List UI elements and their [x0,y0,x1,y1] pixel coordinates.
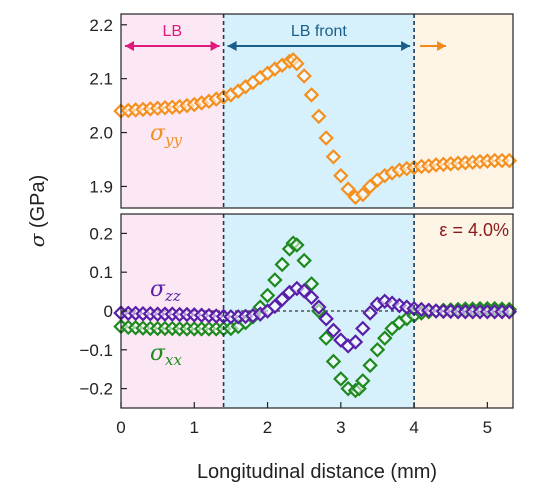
y-axis-label: σ (GPa) [25,175,49,248]
sigma-xx-point [318,330,334,346]
sigma-xx-point [296,252,312,269]
sigma-yy-point [325,149,342,165]
x-tick-label: 2 [263,418,272,437]
region-arrow-head [437,41,447,51]
sigma-xx-point [259,287,276,304]
sigma-yy-point [340,181,356,197]
top-panel-y-ticks: 1.9 2.0 2.1 2.2 [89,16,127,196]
sigma-xx-point [377,330,393,346]
series-label-sigma-zz-main: σ [150,277,166,302]
y-axis-label-unit: (GPa) [27,175,49,234]
region-label-lb: LB [163,23,183,40]
sigma-zz-point [362,305,378,321]
bottom-panel-x-ticks: 0 1 2 3 4 5 [116,402,492,437]
sigma-xx-point [355,373,371,389]
x-tick-label: 1 [190,418,199,437]
region-arrow-head [125,41,134,51]
series-label-sigma-xx-sub: xx [165,351,182,369]
bottom-panel-markers-sigma-zz [113,280,518,354]
y-tick-label: 2.2 [89,16,113,35]
top-region-2 [414,14,513,208]
x-axis-label: Longitudinal distance (mm) [197,461,437,483]
sigma-zz-point [325,322,342,339]
top-panel: 1.9 2.0 2.1 2.2 LB LB front σyy [89,13,518,209]
top-panel-boundaries [222,14,415,208]
sigma-zz-point [267,298,283,315]
y-axis-label-symbol: σ [25,232,49,247]
series-label-sigma-zz-sub: zz [164,287,181,305]
y-tick-label: −0.1 [79,341,113,360]
strain-annotation: ε = 4.0% [439,220,509,240]
sigma-xx-point [267,272,283,288]
x-tick-label: 0 [116,418,125,437]
sigma-zz-point [311,299,327,315]
region-label-lb-front: LB front [291,23,348,40]
y-tick-label: 0.2 [89,224,113,243]
top-panel-frame [120,13,514,209]
region-arrow-head [210,41,220,51]
x-tick-label: 4 [409,418,418,437]
sigma-xx-point [274,256,290,273]
sigma-zz-point [318,311,334,327]
sigma-yy-point [311,108,327,125]
series-label-sigma-xx-main: σ [150,341,166,366]
y-tick-label: 0 [104,302,113,321]
sigma-yy-point [303,87,320,103]
sigma-xx-point [362,357,378,374]
sigma-xx-point [333,371,349,387]
sigma-yy-point [289,55,305,72]
bottom-panel-frame [120,213,514,409]
region-arrow-head [227,41,237,51]
sigma-yy-point [355,186,371,203]
series-label-sigma-yy: σyy [150,121,183,149]
sigma-xx-point [289,237,305,253]
series-label-sigma-yy-sub: yy [164,131,182,149]
sigma-zz-point [355,320,371,337]
sigma-yy-point [318,130,334,146]
region-arrow-head [401,41,411,51]
sigma-zz-point [347,334,364,350]
sigma-xx-point [369,342,386,358]
x-tick-label: 5 [483,418,492,437]
sigma-xx-point [325,353,342,370]
bottom-panel-boundaries [222,214,415,408]
y-tick-label: 2.0 [89,124,113,143]
y-tick-label: 2.1 [89,70,113,89]
series-label-sigma-zz: σzz [150,277,181,305]
x-tick-label: 3 [336,418,345,437]
y-tick-label: −0.2 [79,380,113,399]
sigma-yy-point [296,68,312,84]
sigma-zz-point [303,289,320,306]
region-arrows [125,41,447,51]
y-tick-label: 1.9 [89,177,113,196]
series-label-sigma-yy-main: σ [150,121,166,146]
y-tick-label: 0.1 [89,263,113,282]
sigma-zz-point [274,291,290,308]
bottom-panel-y-ticks: −0.2 −0.1 0 0.1 0.2 [79,224,127,399]
sigma-yy-point [333,167,349,184]
series-label-sigma-xx: σxx [150,341,182,369]
